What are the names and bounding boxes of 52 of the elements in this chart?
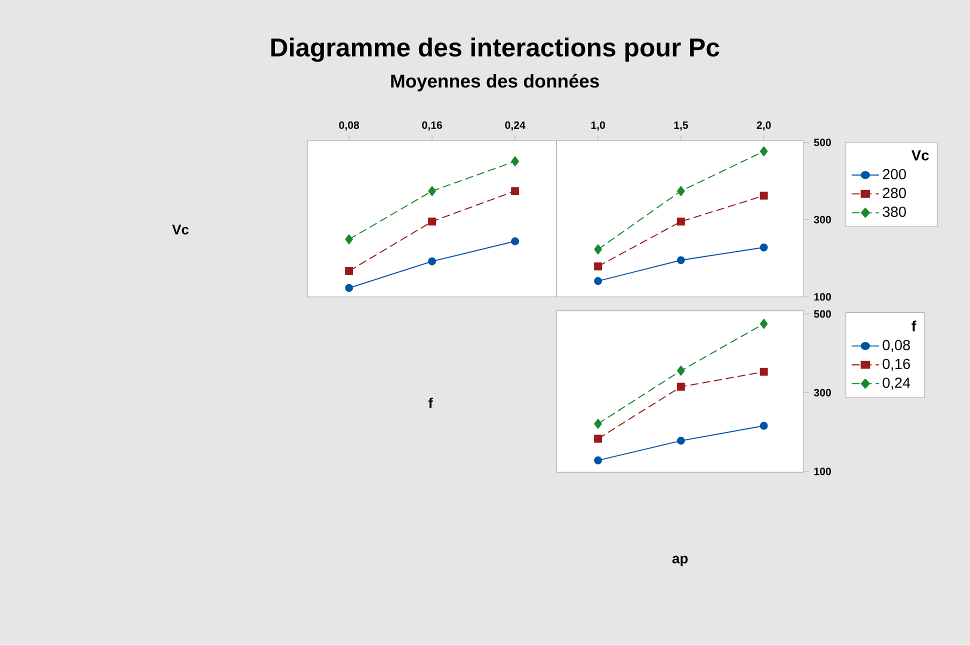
x-tick-label: 0,16: [422, 122, 442, 131]
x-tick-label: 1,0: [591, 122, 605, 131]
point: [594, 262, 602, 271]
point: [511, 187, 520, 196]
legend-title: f: [912, 320, 916, 332]
point: [345, 234, 353, 245]
point: [760, 318, 768, 330]
point: [760, 244, 768, 252]
y-tick-label: 500: [814, 310, 831, 318]
point: [760, 192, 768, 200]
point: [760, 146, 768, 157]
point: [676, 256, 685, 264]
point: [594, 456, 602, 465]
point: [594, 244, 602, 255]
x-tick-label: 0,24: [505, 122, 526, 131]
point: [760, 368, 768, 376]
chart-subtitle: Moyennes des données: [391, 74, 599, 92]
chart-title: Diagramme des interactions pour Pc: [271, 38, 720, 62]
point: [345, 267, 354, 276]
point: [677, 186, 685, 196]
x-axis-title: ap: [672, 556, 688, 566]
y-tick-label: 100: [814, 468, 831, 476]
y-tick-label: 100: [814, 293, 831, 301]
legend-title: Vc: [911, 150, 929, 161]
x-tick-label: 0,08: [339, 122, 360, 131]
x-tick-label: 2,0: [756, 122, 771, 131]
point: [676, 218, 685, 226]
legend-label: 380: [882, 206, 906, 218]
point: [511, 156, 519, 167]
legend-label: 280: [882, 188, 906, 198]
point: [676, 383, 685, 392]
point: [428, 186, 436, 196]
x-tick-label: 1,5: [674, 122, 688, 131]
y-tick-label: 300: [814, 389, 831, 397]
point: [428, 258, 436, 266]
point: [760, 422, 768, 430]
legend-label: 0,08: [882, 340, 910, 352]
point: [677, 366, 685, 376]
y-axis-title: f: [428, 398, 433, 408]
point: [594, 277, 602, 286]
legend-label: 0,24: [882, 378, 910, 390]
legend-label: 200: [882, 169, 906, 180]
legend-label: 0,16: [882, 358, 910, 372]
y-tick-label: 300: [814, 216, 831, 224]
y-tick-label: 500: [814, 138, 831, 146]
y-axis-title: Vc: [172, 225, 189, 235]
point: [594, 418, 602, 430]
point: [594, 434, 602, 443]
point: [511, 238, 520, 246]
point: [428, 218, 436, 226]
point: [345, 284, 354, 292]
point: [676, 436, 685, 445]
